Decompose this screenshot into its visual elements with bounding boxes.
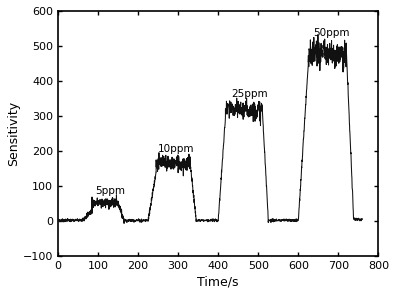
Text: 25ppm: 25ppm xyxy=(231,89,268,99)
X-axis label: Time/s: Time/s xyxy=(198,275,239,288)
Text: 10ppm: 10ppm xyxy=(157,144,194,154)
Text: 5ppm: 5ppm xyxy=(95,186,125,196)
Y-axis label: Sensitivity: Sensitivity xyxy=(7,101,20,166)
Text: 50ppm: 50ppm xyxy=(314,28,350,38)
